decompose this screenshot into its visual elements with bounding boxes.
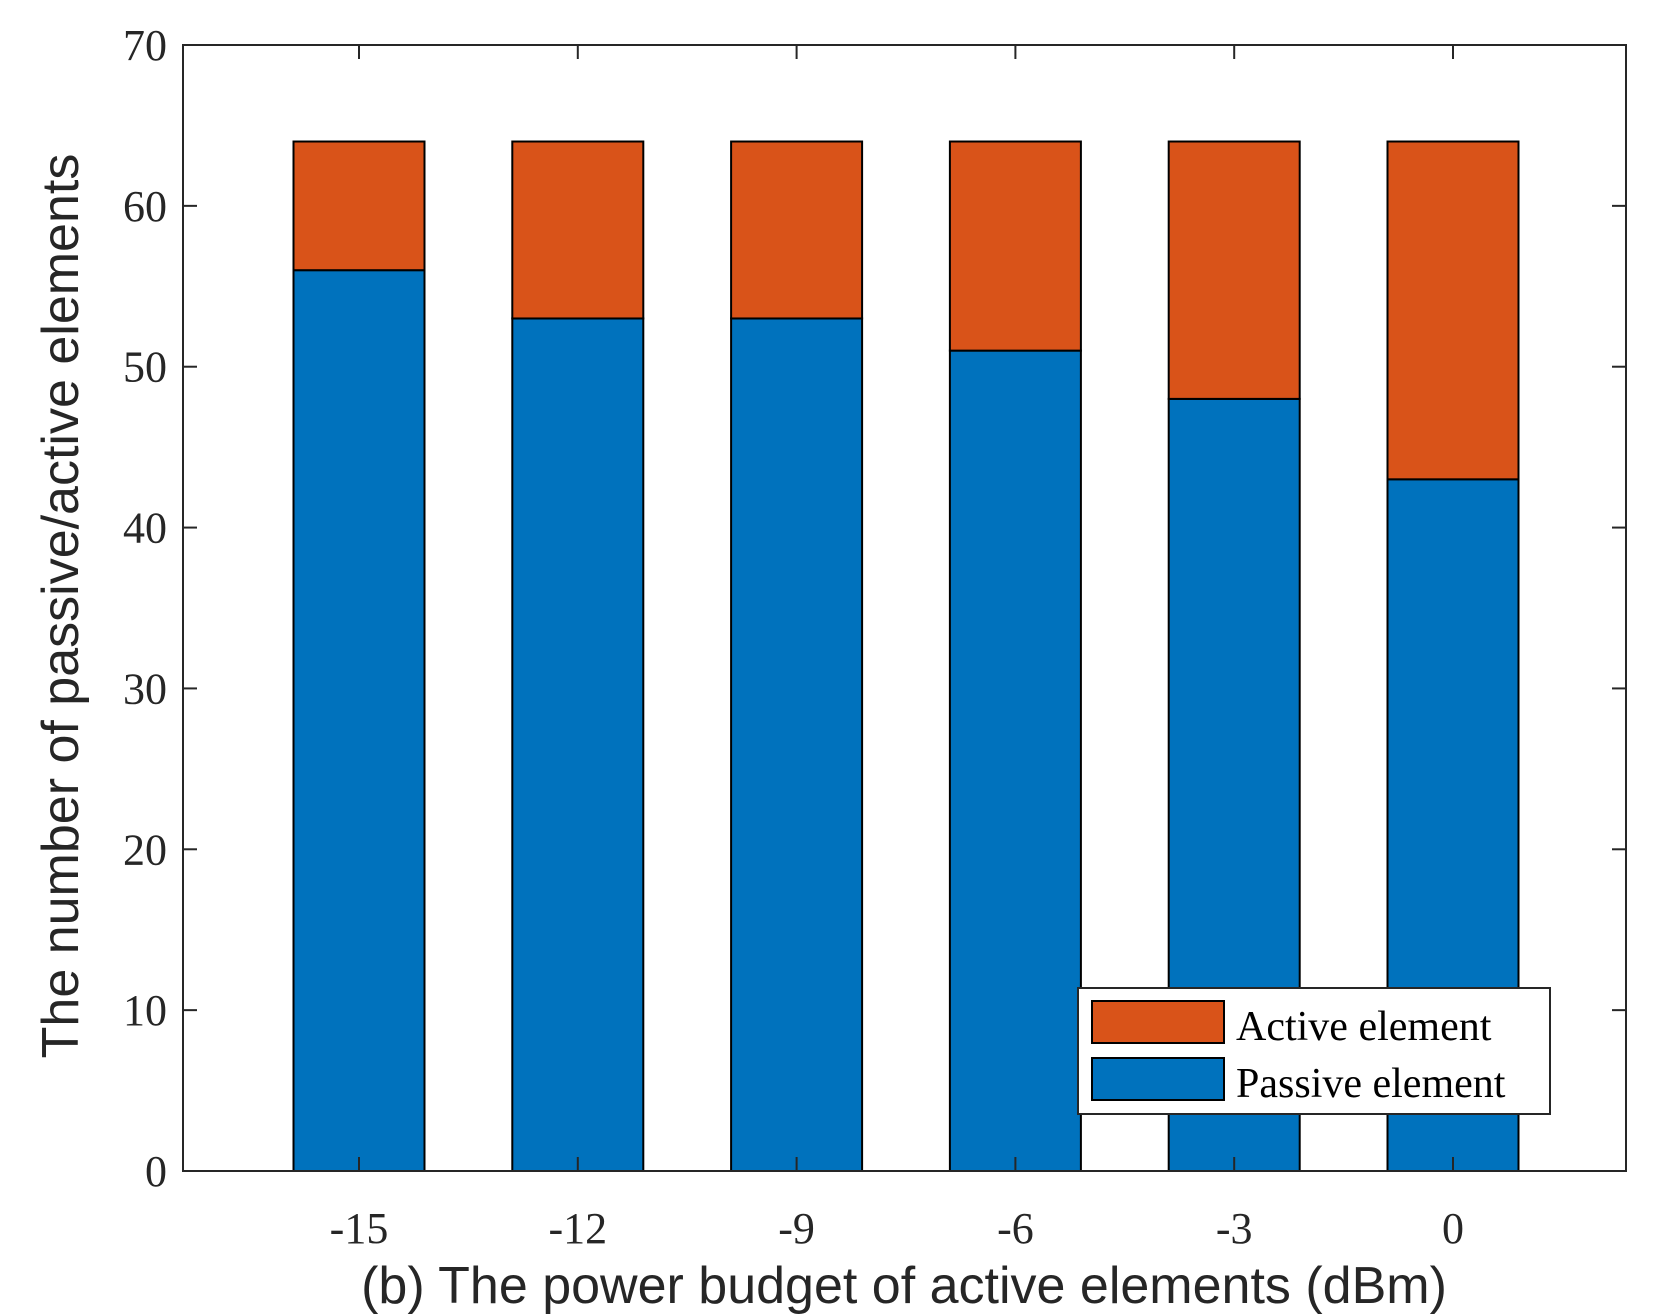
bar-active-element--15 bbox=[292, 140, 426, 272]
ytick-label-50: 50 bbox=[123, 343, 167, 392]
ytick-label-10: 10 bbox=[123, 986, 167, 1035]
bar-active-element--3 bbox=[1167, 140, 1301, 400]
xtick-label--9: -9 bbox=[778, 1204, 815, 1253]
ytick-label-70: 70 bbox=[123, 21, 167, 70]
legend-label-active: Active element bbox=[1236, 1004, 1492, 1050]
ytick-label-60: 60 bbox=[123, 182, 167, 231]
ytick-label-40: 40 bbox=[123, 504, 167, 553]
y-axis-title: The number of passive/active elements bbox=[32, 154, 90, 1059]
plot-frame bbox=[182, 44, 1627, 1172]
legend-swatch-passive bbox=[1091, 1057, 1225, 1101]
bar-passive-element--12 bbox=[511, 317, 645, 1172]
bar-active-element--12 bbox=[511, 140, 645, 320]
bar-passive-element--9 bbox=[730, 317, 864, 1172]
legend-label-passive: Passive element bbox=[1236, 1061, 1506, 1107]
legend: Active element Passive element bbox=[1077, 987, 1551, 1115]
xtick-label-0: 0 bbox=[1442, 1204, 1464, 1253]
bar-passive-element--6 bbox=[948, 349, 1082, 1172]
ytick-label-20: 20 bbox=[123, 825, 167, 874]
xtick-label--6: -6 bbox=[997, 1204, 1034, 1253]
xtick-label--12: -12 bbox=[548, 1204, 607, 1253]
ytick-label-0: 0 bbox=[145, 1147, 167, 1196]
bar-passive-element--15 bbox=[292, 269, 426, 1172]
ytick-label-30: 30 bbox=[123, 664, 167, 713]
legend-swatch-active bbox=[1091, 1000, 1225, 1044]
x-axis-title: (b) The power budget of active elements … bbox=[361, 1257, 1447, 1315]
bar-active-element-0 bbox=[1386, 140, 1520, 481]
x-tick-labels: -15 -12 -9 -6 -3 0 bbox=[330, 1204, 1464, 1253]
bars-layer bbox=[292, 140, 1520, 1173]
y-tick-labels: 0 10 20 30 40 50 60 70 bbox=[123, 21, 167, 1196]
xtick-label--3: -3 bbox=[1216, 1204, 1253, 1253]
xtick-label--15: -15 bbox=[330, 1204, 389, 1253]
bar-active-element--6 bbox=[948, 140, 1082, 352]
bar-active-element--9 bbox=[730, 140, 864, 320]
